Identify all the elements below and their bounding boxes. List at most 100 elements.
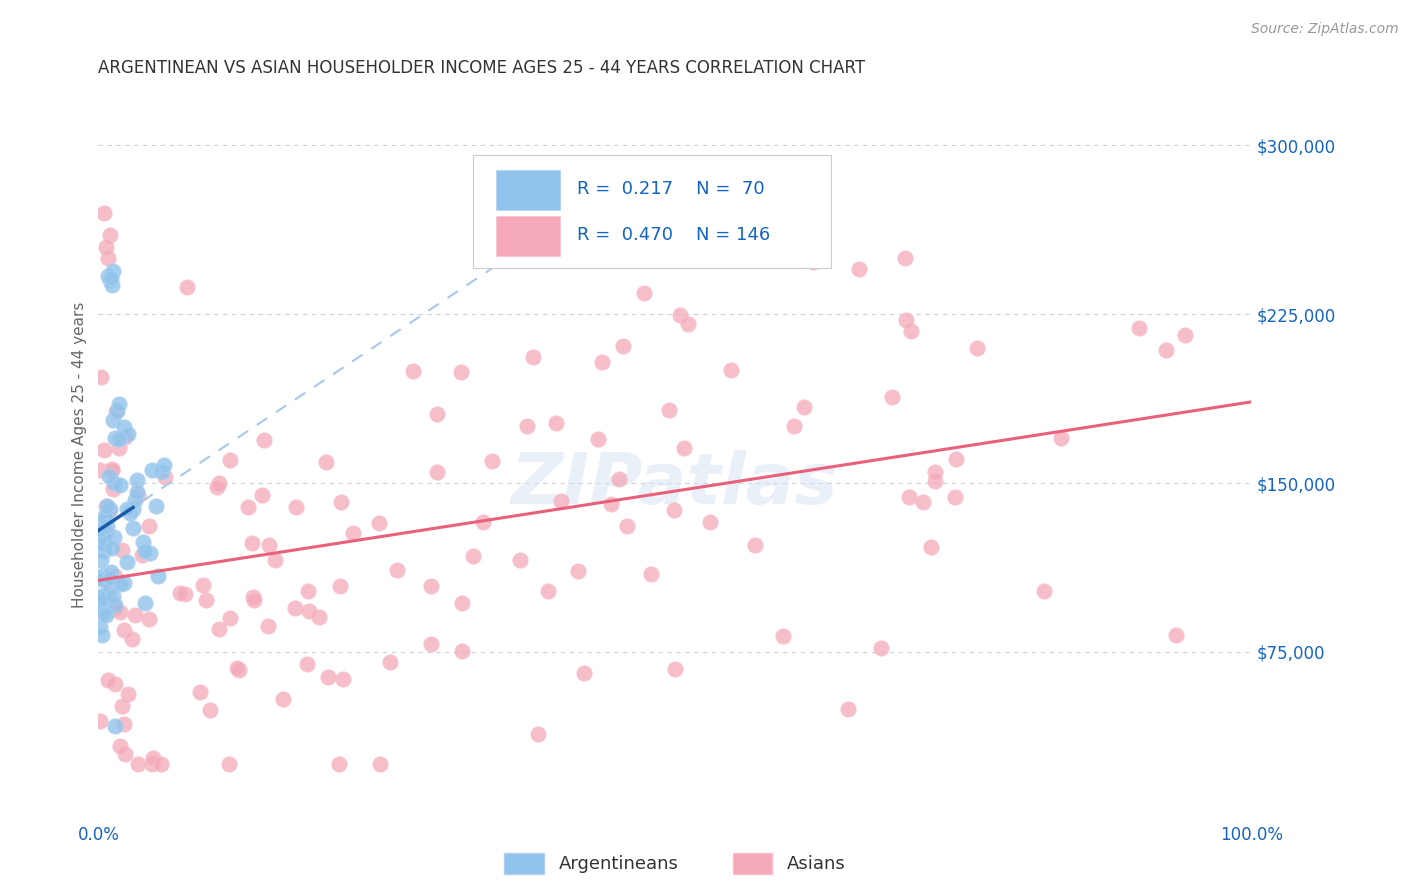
Point — [250, 488, 273, 502]
Point — [699, 515, 721, 529]
Point — [882, 390, 904, 404]
Point — [218, 453, 240, 467]
Point — [115, 501, 138, 516]
Text: ZIPatlas: ZIPatlas — [512, 450, 838, 518]
Point — [912, 495, 935, 509]
Point — [104, 569, 127, 583]
Point — [544, 416, 567, 430]
Point — [945, 451, 967, 466]
Point — [153, 458, 176, 472]
Point — [664, 662, 686, 676]
Point — [402, 364, 425, 378]
Point — [112, 576, 135, 591]
Point — [108, 397, 131, 411]
Point — [782, 419, 804, 434]
Point — [149, 757, 172, 772]
Point — [89, 462, 111, 476]
Point — [91, 528, 114, 542]
Point — [668, 308, 690, 322]
Point — [127, 474, 149, 488]
Point — [176, 280, 198, 294]
Point — [720, 363, 742, 377]
Point — [744, 538, 766, 552]
Point — [586, 432, 609, 446]
Point — [97, 504, 120, 518]
Point — [101, 461, 124, 475]
Point — [101, 278, 124, 293]
Point — [122, 502, 145, 516]
Point — [103, 431, 125, 445]
Point — [537, 583, 560, 598]
Point — [242, 590, 264, 604]
Point — [93, 537, 115, 551]
Point — [1050, 431, 1073, 445]
Point — [193, 578, 215, 592]
Point — [104, 601, 127, 615]
Point — [920, 540, 942, 554]
Point — [332, 673, 354, 687]
Point — [924, 465, 946, 479]
Point — [124, 608, 146, 623]
Point — [138, 519, 160, 533]
Point — [89, 572, 111, 586]
Point — [772, 629, 794, 643]
Point — [1128, 321, 1150, 335]
Point — [90, 553, 112, 567]
Point — [658, 403, 681, 417]
Point — [141, 463, 163, 477]
Point — [131, 548, 153, 562]
Point — [243, 593, 266, 607]
Point — [112, 419, 135, 434]
Point — [132, 534, 155, 549]
Point — [897, 491, 920, 505]
Point — [264, 553, 287, 567]
Point — [111, 699, 134, 714]
Point — [526, 727, 548, 741]
Point — [94, 524, 117, 538]
Point — [673, 441, 696, 455]
Point — [89, 714, 111, 728]
Point — [1174, 328, 1197, 343]
Point — [142, 751, 165, 765]
Point — [94, 512, 117, 526]
Point — [633, 285, 655, 300]
Point — [97, 268, 120, 283]
Point — [108, 442, 131, 456]
Point — [253, 433, 276, 447]
Point — [426, 407, 449, 421]
Point — [150, 465, 173, 479]
Point — [900, 324, 922, 338]
Point — [141, 757, 163, 772]
Point — [118, 506, 141, 520]
Point — [108, 432, 131, 446]
Point — [801, 255, 824, 269]
Point — [96, 587, 118, 601]
Point — [91, 572, 114, 586]
Point — [894, 251, 917, 265]
Point — [103, 413, 125, 427]
Point — [96, 519, 118, 533]
Point — [198, 703, 221, 717]
Point — [966, 341, 988, 355]
Point — [127, 757, 149, 772]
Point — [894, 313, 917, 327]
Point — [94, 509, 117, 524]
Point — [98, 580, 121, 594]
Point — [328, 757, 350, 772]
Point — [134, 596, 156, 610]
Point — [284, 500, 307, 514]
Text: R =  0.217    N =  70: R = 0.217 N = 70 — [576, 180, 765, 198]
Point — [134, 543, 156, 558]
Point — [122, 521, 145, 535]
Text: ARGENTINEAN VS ASIAN HOUSEHOLDER INCOME AGES 25 - 44 YEARS CORRELATION CHART: ARGENTINEAN VS ASIAN HOUSEHOLDER INCOME … — [98, 59, 866, 77]
Point — [94, 499, 117, 513]
Point — [91, 567, 114, 582]
Point — [93, 544, 115, 558]
Point — [1032, 584, 1054, 599]
Point — [472, 516, 495, 530]
Point — [616, 518, 638, 533]
Point — [91, 588, 114, 602]
Point — [101, 541, 124, 556]
Point — [256, 618, 278, 632]
Point — [367, 516, 389, 531]
